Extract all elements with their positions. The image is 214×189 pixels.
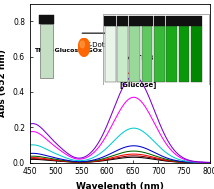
- Bar: [117, 16, 128, 26]
- Bar: [104, 16, 116, 26]
- Bar: [141, 16, 153, 26]
- Text: C-Dots: C-Dots: [86, 42, 109, 48]
- Bar: [105, 26, 116, 82]
- Bar: [179, 26, 189, 82]
- Bar: [129, 16, 141, 26]
- X-axis label: Wavelength (nm): Wavelength (nm): [76, 182, 164, 189]
- Bar: [142, 26, 152, 82]
- Text: [Glucose]: [Glucose]: [120, 81, 157, 88]
- Text: oxTMB: oxTMB: [128, 55, 155, 61]
- Text: TMB+Glucose+GOx: TMB+Glucose+GOx: [34, 48, 102, 53]
- Bar: [154, 16, 165, 26]
- Bar: [166, 16, 178, 26]
- Bar: [117, 26, 128, 82]
- Bar: [129, 26, 140, 82]
- Bar: [191, 26, 202, 82]
- Bar: [39, 15, 54, 24]
- Bar: [40, 24, 53, 78]
- Y-axis label: Abs (652 nm): Abs (652 nm): [0, 49, 7, 117]
- Circle shape: [80, 41, 84, 48]
- Bar: [154, 26, 165, 82]
- Bar: [190, 16, 202, 26]
- Bar: [178, 16, 190, 26]
- Bar: [166, 26, 177, 82]
- Circle shape: [78, 38, 90, 56]
